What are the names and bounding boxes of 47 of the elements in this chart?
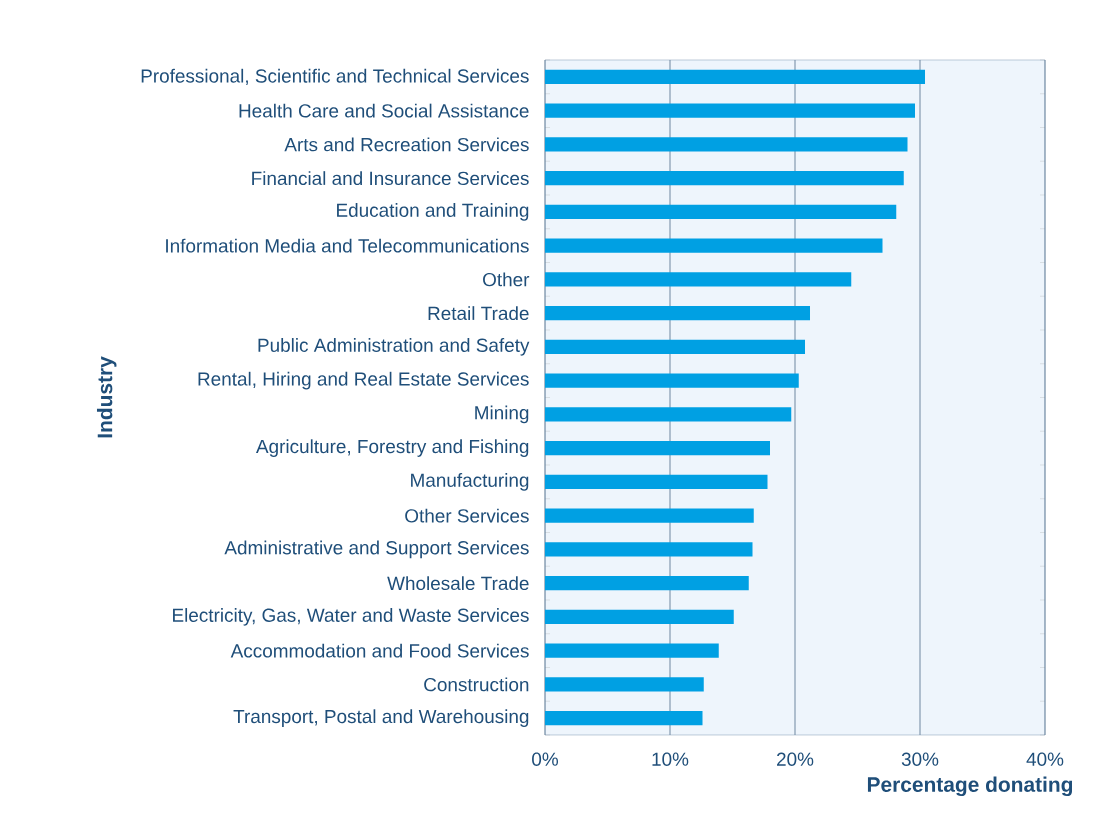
- x-tick-label: 40%: [1026, 752, 1064, 766]
- x-tick-label: 10%: [652, 752, 689, 766]
- y-tick-label: Transport, Postal and Warehousing: [233, 709, 529, 727]
- y-tick-label: Administrative and Support Services: [224, 540, 529, 559]
- bar: [545, 609, 734, 624]
- bar: [545, 306, 811, 321]
- y-tick-label: Wholesale Trade: [387, 576, 529, 591]
- y-tick-label: Public Administration and Safety: [258, 338, 530, 356]
- bar: [545, 711, 703, 726]
- y-tick-label: Manufacturing: [411, 473, 529, 491]
- y-tick-label: Professional, Scientific and Technical Services: [141, 68, 529, 85]
- bar: [545, 677, 704, 692]
- bar: [545, 272, 852, 287]
- x-axis-title: Percentage donating: [867, 776, 1073, 797]
- x-tick-label: 0%: [532, 752, 559, 766]
- x-tick-label: 20%: [777, 752, 814, 766]
- y-tick-label: Accommodation and Food Services: [230, 643, 529, 658]
- bar: [545, 103, 916, 118]
- bar: [545, 373, 799, 388]
- y-tick-label: Arts and Recreation Services: [284, 137, 529, 152]
- x-tick-label: 30%: [901, 752, 939, 766]
- bar: [545, 542, 753, 557]
- bar: [545, 69, 926, 84]
- y-tick-label: Other: [483, 272, 530, 287]
- y-tick-label: Information Media and Telecommunications: [166, 238, 529, 253]
- bar: [545, 576, 749, 591]
- y-tick-label: Construction: [424, 677, 529, 692]
- y-tick-label: Other Services: [405, 508, 529, 523]
- y-tick-label: Agriculture, Forestry and Fishing: [255, 439, 529, 457]
- bar: [545, 171, 904, 186]
- bar: [545, 508, 754, 523]
- y-tick-label: Rental, Hiring and Real Estate Services: [198, 371, 529, 390]
- bar: [545, 643, 719, 658]
- y-axis-title: Industry: [96, 356, 117, 438]
- bar: [545, 339, 806, 354]
- bar: [545, 474, 768, 489]
- bar: [545, 238, 883, 253]
- bar: [545, 407, 792, 422]
- y-tick-label: Retail Trade: [428, 306, 529, 321]
- y-tick-label: Financial and Insurance Services: [252, 171, 529, 186]
- bar: [545, 137, 908, 152]
- y-tick-label: Health Care and Social Assistance: [239, 103, 529, 118]
- y-tick-label: Electricity, Gas, Water and Waste Services: [173, 608, 529, 626]
- bar: [545, 441, 771, 456]
- y-tick-label: Education and Training: [337, 203, 529, 221]
- bar: [545, 204, 897, 219]
- y-tick-label: Mining: [475, 405, 529, 424]
